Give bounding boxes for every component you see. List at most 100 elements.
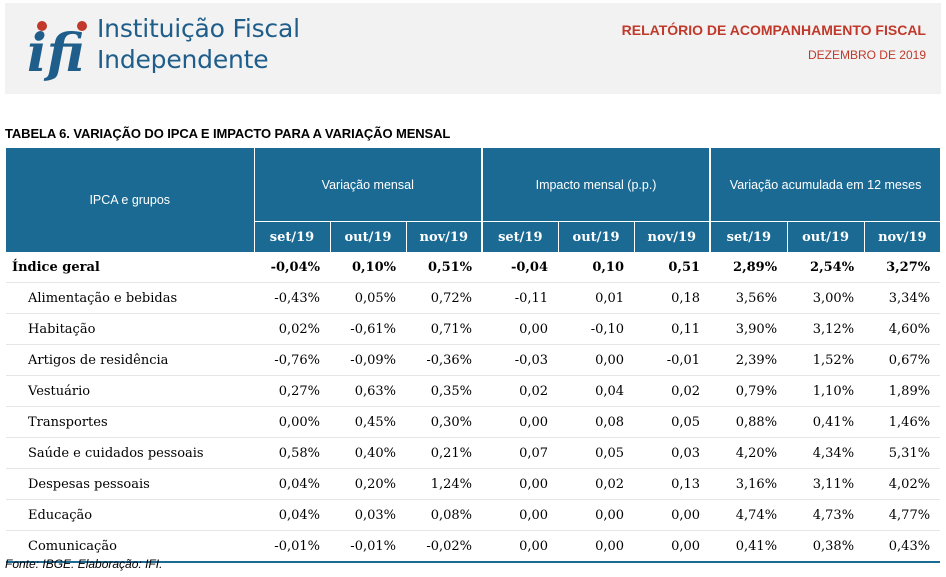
report-date: DEZEMBRO DE 2019 [807, 48, 926, 62]
column-header-month: out/19 [329, 221, 406, 252]
table-cell: 0,88% [710, 406, 788, 438]
column-header-month: set/19 [253, 221, 330, 252]
table-cell: 0,00 [482, 530, 559, 563]
row-label: Comunicação [6, 530, 254, 563]
institution-name: Instituição Fiscal Independente [97, 13, 300, 75]
report-header: ifi Instituição Fiscal Independente RELA… [5, 3, 941, 94]
row-label: Índice geral [6, 252, 254, 283]
table-cell: -0,09% [330, 344, 406, 376]
table-cell: 3,27% [864, 252, 941, 283]
table-cell: 0,20% [330, 468, 406, 500]
ipca-table: IPCA e grupos Variação mensal Impacto me… [6, 148, 941, 563]
table-cell: 4,34% [787, 437, 865, 469]
table-row: Artigos de residência -0,76% -0,09% -0,36% -… [6, 344, 941, 376]
table-cell: 0,10 [558, 252, 635, 283]
column-header-month: set/19 [481, 221, 559, 252]
table-cell: 0,51 [634, 252, 711, 283]
column-header-month: out/19 [557, 221, 635, 252]
table-cell: 1,46% [864, 406, 941, 438]
table-cell: 0,72% [406, 282, 483, 314]
table-row: Índice geral -0,04% 0,10% 0,51% -0,04 0,10 0,5… [6, 252, 941, 283]
table-cell: 0,43% [864, 530, 941, 563]
table-cell: -0,43% [254, 282, 330, 314]
table-cell: 0,02 [558, 468, 635, 500]
table-cell: 0,41% [710, 530, 788, 563]
row-label: Alimentação e bebidas [6, 282, 254, 314]
table-cell: 1,89% [864, 375, 941, 407]
table-cell: 2,39% [710, 344, 788, 376]
table-cell: 0,41% [787, 406, 865, 438]
table-cell: -0,01 [634, 344, 711, 376]
column-group-monthly-impact: Impacto mensal (p.p.) [481, 148, 711, 222]
table-cell: 0,05 [634, 406, 711, 438]
table-cell: 0,00 [482, 468, 559, 500]
table-cell: -0,10 [558, 313, 635, 345]
table-cell: 0,00 [634, 499, 711, 531]
table-cell: 0,05 [558, 437, 635, 469]
table-row: Despesas pessoais 0,04% 0,20% 1,24% 0,00 0,02… [6, 468, 941, 500]
table-cell: 0,02% [254, 313, 330, 345]
row-label: Artigos de residência [6, 344, 254, 376]
table-cell: 4,60% [864, 313, 941, 345]
table-cell: 0,58% [254, 437, 330, 469]
column-header-month: nov/19 [633, 221, 711, 252]
table-cell: 4,77% [864, 499, 941, 531]
table-row: Habitação 0,02% -0,61% 0,71% 0,00 -0,10 0,11 3,… [6, 313, 941, 345]
institution-name-line2: Independente [97, 45, 269, 74]
table-cell: 0,00 [558, 344, 635, 376]
table-cell: 0,03 [634, 437, 711, 469]
ifi-logo-icon: ifi [27, 21, 87, 83]
row-label: Vestuário [6, 375, 254, 407]
table-cell: 1,52% [787, 344, 865, 376]
table-cell: 3,56% [710, 282, 788, 314]
table-cell: -0,02% [406, 530, 483, 563]
column-header-ipca-groups: IPCA e grupos [6, 148, 254, 252]
table-title: TABELA 6. VARIAÇÃO DO IPCA E IMPACTO PAR… [5, 126, 451, 141]
table-cell: -0,01% [330, 530, 406, 563]
table-cell: 2,89% [710, 252, 788, 283]
table-cell: 0,79% [710, 375, 788, 407]
table-cell: 3,16% [710, 468, 788, 500]
table-row: Comunicação -0,01% -0,01% -0,02% 0,00 0,00 0,0… [6, 530, 941, 563]
table-cell: 4,74% [710, 499, 788, 531]
table-cell: 0,35% [406, 375, 483, 407]
table-body: Índice geral -0,04% 0,10% 0,51% -0,04 0,10 0,5… [6, 252, 941, 563]
table-cell: 0,10% [330, 252, 406, 283]
table-cell: 0,30% [406, 406, 483, 438]
row-label: Transportes [6, 406, 254, 438]
table-cell: 3,34% [864, 282, 941, 314]
table-cell: 0,11 [634, 313, 711, 345]
table-row: Vestuário 0,27% 0,63% 0,35% 0,02 0,04 0,02 0,79… [6, 375, 941, 407]
column-group-12-month-variation: Variação acumulada em 12 meses [709, 148, 941, 222]
table-cell: -0,03 [482, 344, 559, 376]
report-title: RELATÓRIO DE ACOMPANHAMENTO FISCAL [621, 22, 926, 38]
table-cell: 0,08 [558, 406, 635, 438]
table-cell: 0,67% [864, 344, 941, 376]
column-header-month: nov/19 [863, 221, 941, 252]
table-cell: 0,00% [254, 406, 330, 438]
table-cell: 3,12% [787, 313, 865, 345]
column-header-month: nov/19 [405, 221, 483, 252]
table-cell: -0,01% [254, 530, 330, 563]
row-label: Habitação [6, 313, 254, 345]
table-cell: 1,10% [787, 375, 865, 407]
table-cell: 3,90% [710, 313, 788, 345]
table-cell: 0,27% [254, 375, 330, 407]
table-cell: 0,04% [254, 468, 330, 500]
table-cell: 0,02 [634, 375, 711, 407]
table-row: Saúde e cuidados pessoais 0,58% 0,40% 0,21%… [6, 437, 941, 469]
table-cell: 0,45% [330, 406, 406, 438]
table-cell: 4,02% [864, 468, 941, 500]
table-cell: 0,05% [330, 282, 406, 314]
table-row: Alimentação e bebidas -0,43% 0,05% 0,72% -0,… [6, 282, 941, 314]
table-cell: 3,00% [787, 282, 865, 314]
table-cell: 4,73% [787, 499, 865, 531]
table-cell: -0,04% [254, 252, 330, 283]
table-cell: 0,07 [482, 437, 559, 469]
table-cell: 0,00 [482, 313, 559, 345]
table-cell: 0,38% [787, 530, 865, 563]
column-header-month: out/19 [786, 221, 865, 252]
table-cell: 4,20% [710, 437, 788, 469]
table-row: Educação 0,04% 0,03% 0,08% 0,00 0,00 0,00 4,74%… [6, 499, 941, 531]
table-cell: -0,36% [406, 344, 483, 376]
